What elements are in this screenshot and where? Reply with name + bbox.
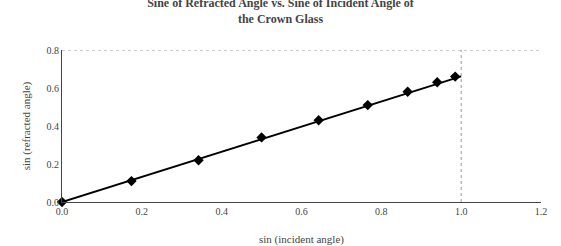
svg-text:0.4: 0.4 (215, 206, 228, 217)
svg-text:0.2: 0.2 (47, 159, 60, 170)
svg-text:0.0: 0.0 (47, 197, 60, 208)
svg-text:sin (incident angle): sin (incident angle) (259, 233, 344, 246)
svg-text:0.6: 0.6 (47, 83, 60, 94)
svg-text:1.0: 1.0 (455, 206, 468, 217)
svg-text:0.6: 0.6 (295, 206, 308, 217)
svg-text:0.0: 0.0 (56, 206, 69, 217)
svg-text:1.2: 1.2 (535, 206, 548, 217)
svg-text:0.2: 0.2 (136, 206, 149, 217)
svg-text:0.8: 0.8 (47, 45, 60, 56)
svg-text:0.8: 0.8 (375, 206, 388, 217)
svg-text:sin (refracted angle): sin (refracted angle) (20, 81, 33, 170)
svg-text:Sine of Refracted Angle vs. Si: Sine of Refracted Angle vs. Sine of Inci… (147, 0, 415, 26)
svg-text:0.4: 0.4 (47, 121, 60, 132)
